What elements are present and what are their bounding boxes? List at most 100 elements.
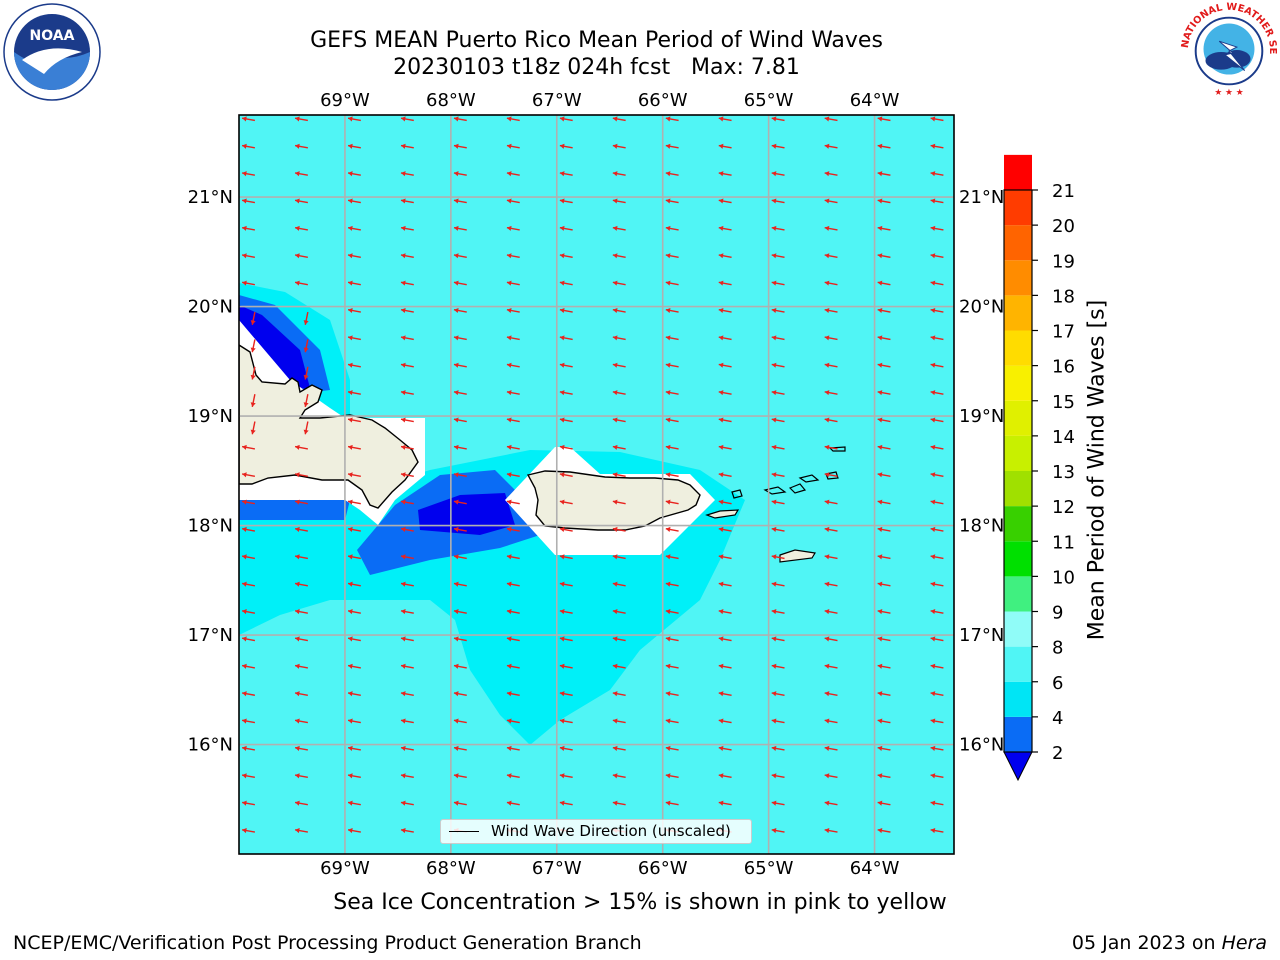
vector-arrowhead [665, 307, 671, 314]
lon-label-bottom: 69°W [320, 858, 370, 879]
vector-arrowhead [718, 143, 724, 149]
colorbar-tick-label: 13 [1052, 462, 1075, 483]
vector-arrowhead [348, 554, 353, 560]
vector-arrowhead [559, 773, 565, 779]
lon-label-top: 65°W [744, 90, 794, 111]
vector-arrowhead [295, 718, 300, 724]
vector-arrowhead [453, 609, 459, 615]
vector-arrowhead [242, 691, 247, 697]
vector-arrowhead [295, 636, 300, 642]
vector-arrowhead [771, 198, 777, 204]
vector-arrowhead [718, 663, 724, 669]
vector-arrowhead [242, 280, 247, 286]
vector-arrowhead [453, 718, 459, 724]
lon-label-bottom: 65°W [744, 858, 794, 879]
vector-arrowhead [348, 609, 353, 615]
colorbar-segment [1004, 471, 1032, 507]
colorbar-segment [1004, 541, 1032, 577]
vector-arrowhead [303, 374, 309, 380]
lat-label-left: 20°N [188, 297, 233, 318]
vector-arrowhead [824, 691, 830, 697]
vector-arrowhead [400, 691, 406, 697]
colorbar-label: Mean Period of Wind Waves [s] [1084, 299, 1110, 641]
vector-arrowhead [665, 116, 671, 122]
vector-arrowhead [824, 280, 830, 286]
vector-arrowhead [453, 499, 459, 505]
colorbar-segment [1004, 330, 1032, 366]
vector-arrowhead [453, 253, 459, 259]
vector-arrowhead [877, 472, 883, 478]
vector-arrowhead [718, 253, 724, 259]
vector-arrowhead [559, 198, 565, 204]
vector-arrowhead [242, 554, 247, 560]
vector-arrowhead [824, 335, 830, 341]
vector-arrowhead [250, 429, 256, 435]
lat-label-left: 16°N [188, 735, 233, 756]
vector-arrowhead [506, 773, 512, 779]
colorbar-tick-label: 18 [1052, 286, 1075, 307]
vector-arrowhead [506, 745, 512, 751]
vector-arrowhead [348, 773, 353, 779]
vector-arrowhead [771, 253, 777, 259]
vector-arrowhead [877, 143, 883, 149]
vector-arrowhead [612, 581, 618, 587]
land-st-john [788, 483, 807, 494]
lat-label-right: 16°N [959, 735, 1004, 756]
vector-arrowhead [665, 335, 671, 341]
vector-arrowhead [877, 636, 883, 642]
colorbar-tick-label: 19 [1052, 251, 1075, 272]
vector-arrowhead [771, 390, 777, 396]
vector-arrowhead [612, 609, 618, 615]
vector-arrowhead [559, 554, 565, 560]
vector-arrowhead [559, 116, 565, 122]
vector-arrowhead [506, 691, 512, 697]
vector-arrowhead [824, 253, 830, 259]
vector-arrowhead [612, 499, 618, 505]
vector-arrowhead [665, 773, 671, 779]
vector-arrowhead [824, 526, 830, 533]
vector-arrowhead [303, 402, 309, 407]
vector-arrowhead [665, 444, 671, 450]
vector-arrowhead [453, 362, 459, 368]
vector-arrowhead [400, 663, 406, 669]
vector-arrowhead [295, 581, 300, 587]
vector-arrowhead [930, 745, 936, 751]
vector-arrowhead [453, 691, 459, 697]
land-culebra [731, 489, 743, 499]
vector-arrowhead [930, 691, 936, 697]
vector-arrowhead [824, 143, 830, 149]
vector-arrowhead [559, 417, 565, 423]
vector-arrowhead [559, 499, 565, 505]
vector-arrowhead [453, 417, 459, 423]
colorbar-tick-label: 10 [1052, 567, 1075, 588]
colorbar-tick-label: 6 [1052, 673, 1063, 694]
vector-arrowhead [824, 307, 830, 314]
vector-arrowhead [718, 526, 724, 533]
vector-arrowhead [400, 253, 406, 259]
vector-arrowhead [824, 636, 830, 642]
legend-label: Wind Wave Direction (unscaled) [491, 822, 731, 840]
vector-arrowhead [400, 444, 406, 450]
vector-arrowhead [400, 417, 406, 423]
vector-arrowhead [295, 554, 300, 560]
vector-arrowhead [400, 499, 406, 505]
vector-arrowhead [877, 335, 883, 341]
lon-label-top: 64°W [850, 90, 900, 111]
lat-label-right: 18°N [959, 516, 1004, 537]
vector-arrowhead [930, 554, 936, 560]
vector-arrowhead [718, 280, 724, 286]
vector-arrowhead [824, 472, 830, 478]
vector-arrowhead [824, 663, 830, 669]
vector-arrowhead [718, 307, 724, 314]
lon-label-top: 69°W [320, 90, 370, 111]
vector-arrowhead [453, 472, 459, 478]
vector-arrowhead [559, 335, 565, 341]
vector-arrowhead [718, 609, 724, 615]
vector-arrowhead [242, 116, 247, 122]
vector-arrowhead [771, 745, 777, 751]
vector-arrowhead [718, 390, 724, 396]
vector-arrowhead [506, 390, 512, 396]
vector-arrowhead [771, 171, 777, 177]
vector-arrowhead [295, 745, 300, 751]
